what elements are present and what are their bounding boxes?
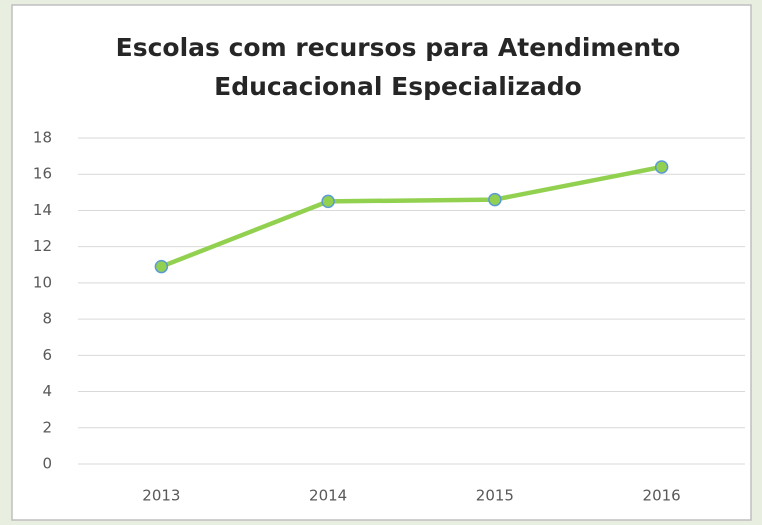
x-tick-label: 2014: [309, 487, 347, 505]
x-tick-label: 2015: [476, 487, 514, 505]
y-tick-label: 4: [42, 382, 52, 400]
x-tick-label: 2013: [142, 487, 180, 505]
chart-title: Educacional Especializado: [214, 72, 582, 101]
y-tick-label: 16: [33, 165, 52, 183]
y-tick-label: 6: [42, 346, 52, 364]
x-tick-label: 2016: [643, 487, 681, 505]
y-tick-label: 2: [42, 418, 52, 436]
chart-frame: [11, 4, 752, 521]
data-point: [488, 192, 502, 207]
chart-title: Escolas com recursos para Atendimento: [116, 33, 681, 62]
y-tick-label: 18: [33, 129, 52, 147]
data-point: [321, 194, 335, 209]
y-tick-label: 8: [42, 310, 52, 328]
y-tick-label: 0: [42, 455, 52, 473]
y-tick-label: 10: [33, 273, 52, 291]
data-point: [654, 160, 669, 174]
y-tick-label: 14: [33, 201, 52, 219]
data-line: [159, 164, 664, 269]
y-tick-label: 12: [33, 237, 52, 255]
data-point: [154, 259, 169, 274]
